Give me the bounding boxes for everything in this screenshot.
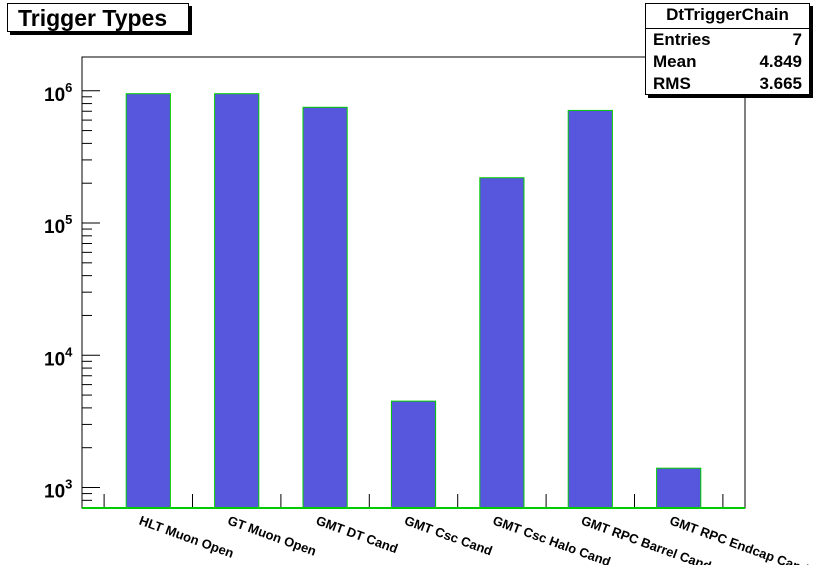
y-tick-labels: 103 104 105 106 — [44, 80, 73, 503]
stats-label: Mean — [653, 52, 697, 71]
bar — [302, 106, 348, 509]
stats-label: RMS — [653, 74, 691, 93]
x-category-label: HLT Muon Open — [137, 513, 236, 561]
y-major-ticks — [82, 90, 100, 489]
stats-value: 4.849 — [759, 52, 802, 71]
x-ticks — [103, 494, 724, 508]
bars — [125, 93, 702, 509]
bar — [214, 93, 260, 509]
bar — [567, 109, 613, 509]
stats-row-rms: RMS 3.665 — [646, 73, 809, 95]
bar — [656, 467, 702, 509]
chart-title: Trigger Types — [7, 3, 189, 32]
y-tick-label: 106 — [44, 80, 72, 106]
y-tick-label: 105 — [44, 212, 72, 238]
bar — [479, 177, 525, 509]
stats-title: DtTriggerChain — [646, 4, 809, 29]
y-tick-label: 104 — [44, 344, 73, 370]
bar — [390, 400, 437, 509]
y-tick-label: 103 — [44, 477, 72, 503]
x-category-label: GMT Csc Cand — [402, 513, 494, 559]
stats-value: 3.665 — [759, 74, 802, 93]
x-category-label: GMT DT Cand — [314, 513, 400, 557]
stats-row-entries: Entries 7 — [646, 29, 809, 51]
stats-label: Entries — [653, 30, 711, 49]
stats-row-mean: Mean 4.849 — [646, 51, 809, 73]
stats-box: DtTriggerChain Entries 7 Mean 4.849 RMS … — [645, 3, 810, 95]
bar — [125, 93, 171, 509]
stats-value: 7 — [792, 30, 802, 49]
x-category-label: GT Muon Open — [226, 513, 319, 559]
